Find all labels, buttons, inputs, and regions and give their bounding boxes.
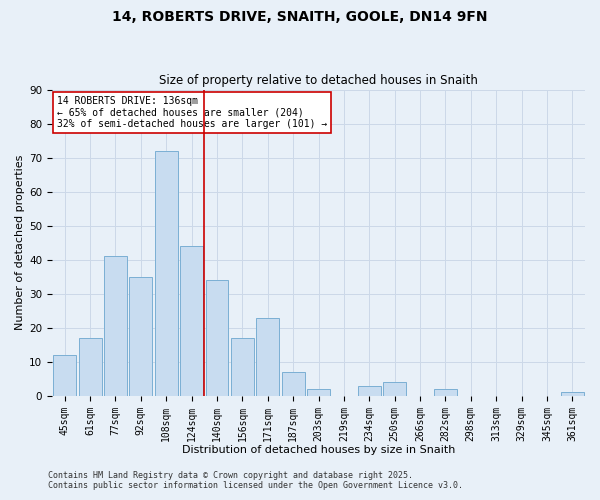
Bar [282,372,305,396]
Bar [383,382,406,396]
Bar [130,276,152,396]
Bar [206,280,229,396]
Bar [104,256,127,396]
Text: 14 ROBERTS DRIVE: 136sqm
← 65% of detached houses are smaller (204)
32% of semi-: 14 ROBERTS DRIVE: 136sqm ← 65% of detach… [58,96,328,129]
X-axis label: Distribution of detached houses by size in Snaith: Distribution of detached houses by size … [182,445,455,455]
Bar [180,246,203,396]
Bar [561,392,584,396]
Bar [358,386,380,396]
Bar [155,151,178,396]
Bar [434,389,457,396]
Bar [53,355,76,396]
Bar [256,318,279,396]
Title: Size of property relative to detached houses in Snaith: Size of property relative to detached ho… [159,74,478,87]
Text: 14, ROBERTS DRIVE, SNAITH, GOOLE, DN14 9FN: 14, ROBERTS DRIVE, SNAITH, GOOLE, DN14 9… [112,10,488,24]
Bar [307,389,330,396]
Y-axis label: Number of detached properties: Number of detached properties [15,155,25,330]
Bar [79,338,101,396]
Bar [231,338,254,396]
Text: Contains HM Land Registry data © Crown copyright and database right 2025.
Contai: Contains HM Land Registry data © Crown c… [48,470,463,490]
